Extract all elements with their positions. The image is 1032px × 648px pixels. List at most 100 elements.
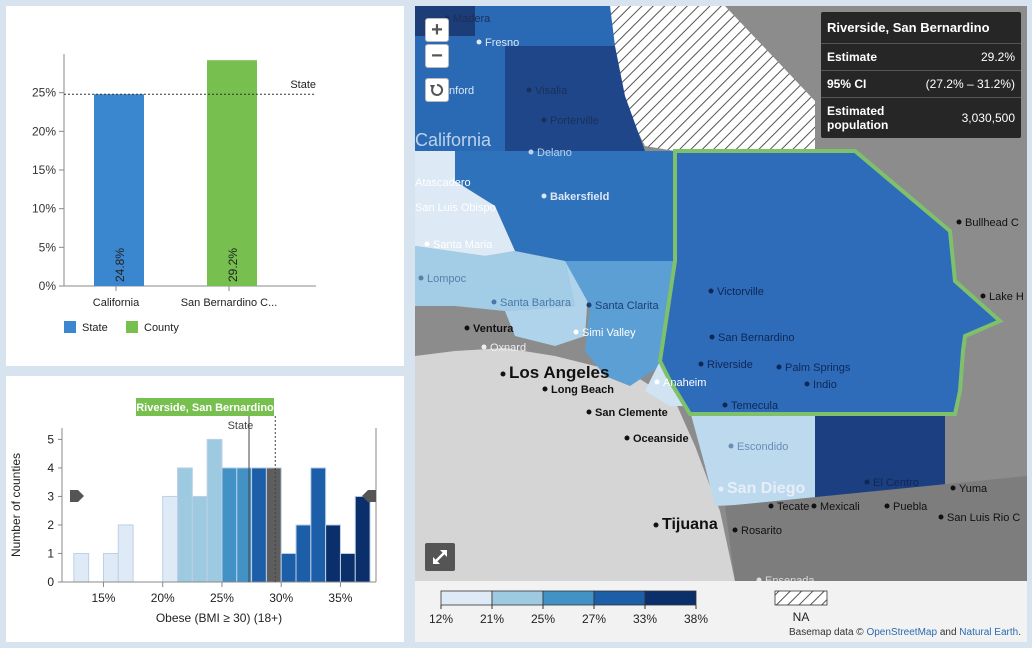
city-dot bbox=[491, 299, 497, 305]
bar-value-label: 24.8% bbox=[113, 248, 127, 282]
city-dot bbox=[424, 241, 430, 247]
city-label: El Centro bbox=[873, 477, 919, 489]
city-label: San Diego bbox=[727, 480, 805, 497]
city-dot bbox=[804, 381, 810, 387]
legend-swatch bbox=[593, 590, 646, 606]
county-ventura[interactable] bbox=[505, 261, 590, 346]
city-label: Anaheim bbox=[663, 377, 706, 389]
choropleth-map[interactable]: California Madera Fresno Hanford Visalia Por… bbox=[415, 6, 1027, 642]
y-tick-label: 5 bbox=[47, 432, 54, 446]
y-tick-label: 0 bbox=[47, 575, 54, 589]
county-los-angeles[interactable] bbox=[565, 261, 675, 386]
city-dot bbox=[698, 361, 704, 367]
county-riverside-san-bernardino[interactable] bbox=[657, 149, 1004, 416]
state-reference-label: State bbox=[290, 79, 316, 91]
tooltip-label: Estimate bbox=[827, 50, 878, 64]
tooltip-row-population: Estimated population 3,030,500 bbox=[821, 98, 1021, 138]
legend-na-label: NA bbox=[793, 610, 810, 624]
city-label: Lompoc bbox=[427, 273, 467, 285]
city-dot bbox=[709, 334, 715, 340]
y-tick-label: 10% bbox=[32, 202, 56, 216]
city-label: Indio bbox=[813, 379, 837, 391]
x-tick-label: 15% bbox=[91, 591, 115, 605]
city-dot bbox=[708, 288, 714, 294]
city-dot bbox=[718, 486, 724, 492]
y-tick-label: 1 bbox=[47, 546, 54, 560]
tooltip-value: 29.2% bbox=[980, 50, 1015, 64]
histogram-svg: 0 1 2 3 4 5 15% 20% 25% 30% 35% Obese (BMI ≥ 30) (1… bbox=[9, 398, 377, 625]
credit-and: and bbox=[939, 627, 957, 638]
legend-scale: 12% 21% 25% 27% 33% 38% NA bbox=[429, 590, 828, 626]
city-dot bbox=[884, 503, 890, 509]
legend-break-label: 12% bbox=[429, 612, 453, 626]
reset-view-button[interactable] bbox=[425, 78, 449, 102]
city-label: San Luis Obispo bbox=[415, 202, 496, 214]
city-label: Tijuana bbox=[662, 516, 718, 533]
city-label: Visalia bbox=[535, 85, 568, 97]
state-vs-county-bar-chart: 0% 5% 10% 15% 20% 25% 24.8% California 29.2% San … bbox=[6, 6, 404, 366]
city-dot bbox=[956, 219, 962, 225]
selected-region-box bbox=[136, 398, 274, 416]
city-label: Long Beach bbox=[551, 384, 614, 396]
county-tulare[interactable] bbox=[505, 46, 645, 151]
county-kings[interactable] bbox=[415, 101, 505, 151]
city-label: Victorville bbox=[717, 286, 764, 298]
x-tick-label: 35% bbox=[328, 591, 352, 605]
county-kern[interactable] bbox=[455, 151, 675, 261]
city-dot bbox=[654, 379, 660, 385]
city-label: Bakersfield bbox=[550, 191, 609, 203]
city-dot bbox=[950, 485, 956, 491]
expand-icon bbox=[433, 550, 447, 564]
y-tick-label: 25% bbox=[32, 86, 56, 100]
bar-1 bbox=[207, 60, 257, 286]
legend-na-swatch bbox=[774, 590, 828, 606]
y-axis-title: Number of counties bbox=[9, 453, 23, 557]
histogram-bin bbox=[281, 553, 297, 582]
city-dot bbox=[653, 522, 659, 528]
city-label: Bullhead C bbox=[965, 217, 1019, 229]
range-handle-right[interactable] bbox=[362, 490, 376, 502]
city-label: Palm Springs bbox=[785, 362, 851, 374]
county-info-tooltip: Riverside, San Bernardino Estimate 29.2%… bbox=[821, 12, 1021, 138]
county-san-diego[interactable] bbox=[690, 411, 815, 506]
x-tick-label: California bbox=[93, 297, 140, 309]
county-imperial[interactable] bbox=[815, 416, 945, 501]
openstreetmap-link[interactable]: OpenStreetMap bbox=[866, 627, 938, 638]
city-label: Temecula bbox=[731, 400, 779, 412]
legend-label: State bbox=[82, 322, 108, 334]
histogram-bin bbox=[296, 524, 311, 582]
city-label: Santa Barbara bbox=[500, 297, 572, 309]
y-tick-label: 3 bbox=[47, 489, 54, 503]
legend-label: County bbox=[144, 322, 179, 334]
zoom-out-button[interactable]: − bbox=[425, 44, 449, 68]
histogram-bin bbox=[340, 553, 356, 582]
city-dot bbox=[526, 87, 532, 93]
city-dot bbox=[938, 514, 944, 520]
histogram-bin bbox=[251, 467, 267, 582]
city-dot bbox=[732, 527, 738, 533]
city-dot bbox=[722, 402, 728, 408]
zoom-in-button[interactable]: + bbox=[425, 18, 449, 42]
city-dot bbox=[586, 302, 592, 308]
city-label: Porterville bbox=[550, 115, 599, 127]
city-label: Santa Maria bbox=[433, 239, 493, 251]
basemap-credit: Basemap data © OpenStreetMap and Natural… bbox=[789, 627, 1021, 638]
city-label: Fresno bbox=[485, 37, 519, 49]
range-handle-left[interactable] bbox=[70, 490, 84, 502]
county-san-luis-obispo[interactable] bbox=[415, 151, 515, 256]
natural-earth-link[interactable]: Natural Earth bbox=[959, 627, 1019, 638]
fullscreen-button[interactable] bbox=[425, 543, 455, 571]
histogram-bin bbox=[162, 496, 178, 582]
tooltip-row-estimate: Estimate 29.2% bbox=[821, 44, 1021, 71]
city-dot bbox=[541, 117, 547, 123]
city-dot bbox=[481, 344, 487, 350]
histogram-bin bbox=[103, 553, 119, 582]
legend-break-label: 38% bbox=[684, 612, 708, 626]
city-label: San Clemente bbox=[595, 407, 668, 419]
histogram-bin bbox=[73, 553, 89, 582]
tooltip-title: Riverside, San Bernardino bbox=[821, 12, 1021, 44]
county-santa-barbara[interactable] bbox=[415, 246, 575, 311]
y-tick-label: 4 bbox=[47, 461, 54, 475]
city-label: Ventura bbox=[473, 323, 514, 335]
